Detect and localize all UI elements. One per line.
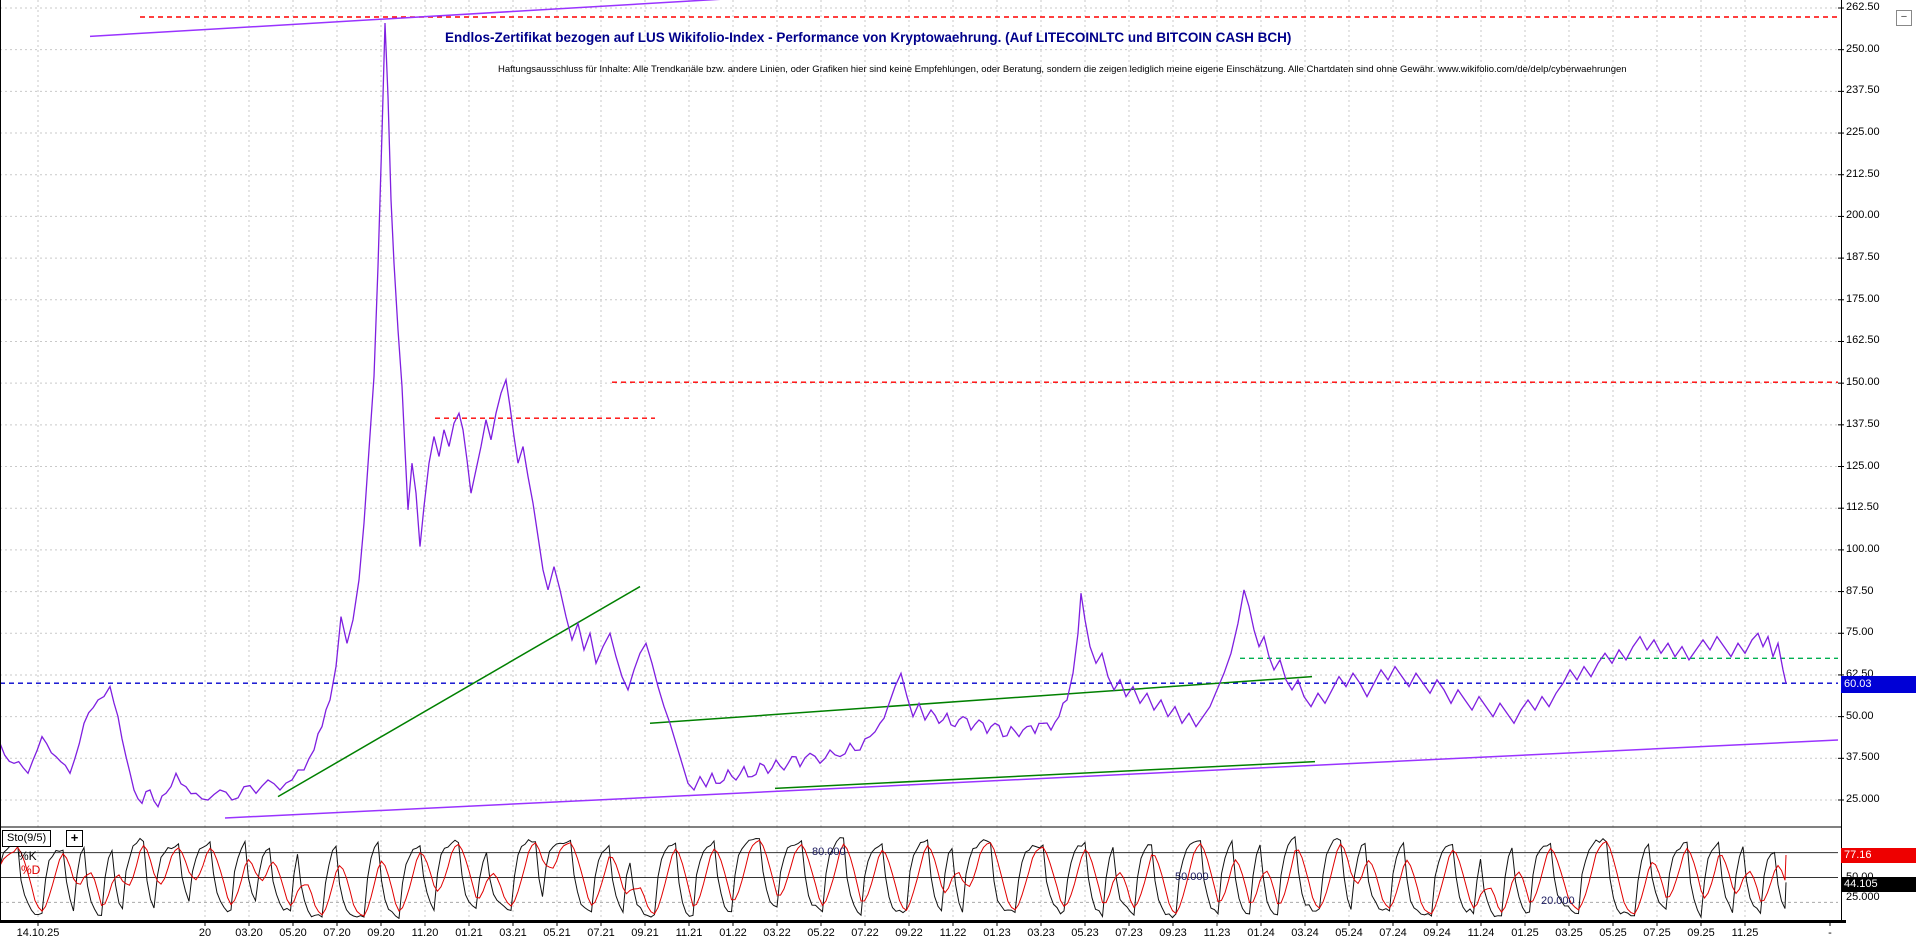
y-axis-label: 262.50 [1846,1,1880,13]
collapse-icon[interactable]: − [1896,10,1912,26]
x-axis-label: 11.25 [1731,927,1759,939]
y-axis-label: 50.00 [1846,709,1874,722]
x-axis-label: 01.25 [1511,927,1539,939]
y-axis-label: 37.500 [1846,751,1880,764]
y-axis-label: 212.50 [1846,167,1880,180]
x-axis-label: 07.23 [1115,927,1143,939]
x-axis-label: 01.22 [719,927,747,939]
x-axis-label: 03.25 [1555,927,1583,939]
stoch-d-value-badge: 77.16 [1841,848,1916,863]
x-axis-label: 11.22 [939,927,967,939]
indicator-name-button[interactable]: Sto(9/5) [2,830,52,847]
x-axis-label: 05.20 [279,927,307,939]
x-axis-label: 09.21 [631,927,659,939]
x-axis-label: 05.23 [1071,927,1099,939]
y-axis-label: 237.50 [1846,84,1880,97]
x-axis-label: 11.23 [1203,927,1231,939]
x-axis-label: 05.24 [1335,927,1363,939]
x-axis-label: 03.22 [763,927,791,939]
x-axis-label: 01.24 [1247,927,1275,939]
y-axis-label: 125.00 [1846,459,1880,472]
stoch-d-label: %D [21,863,41,877]
x-axis-label: 09.24 [1423,927,1451,939]
x-axis-label: 07.21 [587,927,615,939]
y-axis-label: 100.00 [1846,542,1880,555]
stoch-k-label: %K [18,849,37,863]
stoch-level-label: 50.000 [1175,870,1209,883]
x-axis-label: 05.25 [1599,927,1627,939]
y-axis-label: 187.50 [1846,251,1880,264]
x-axis-label: 07.24 [1379,927,1407,939]
x-axis-label: 03.24 [1291,927,1319,939]
stoch-level-label: 20.000 [1541,895,1575,908]
y-axis-label: 87.50 [1846,584,1874,597]
chart-title: Endlos-Zertifikat bezogen auf LUS Wikifo… [445,30,1292,45]
x-axis-label: 07.25 [1643,927,1671,939]
x-axis-label: 11.20 [411,927,439,939]
x-axis-label: 01.23 [983,927,1011,939]
y-axis-label: 150.00 [1846,376,1880,389]
y-axis-label: 175.00 [1846,292,1880,305]
x-axis-label: 09.20 [367,927,395,939]
y-axis-label: 225.00 [1846,126,1880,139]
y-axis-label: 25.000 [1846,792,1880,805]
x-axis-label: 03.21 [499,927,527,939]
y-axis-label: 137.50 [1846,417,1880,430]
x-axis-label: 20 [198,927,212,939]
x-axis-label: 07.22 [851,927,879,939]
y-axis-label: 75.00 [1846,626,1874,639]
x-axis-label: 01.21 [455,927,483,939]
y-axis-label: 250.00 [1846,42,1880,55]
x-axis-label: 09.23 [1159,927,1187,939]
y-axis-label: 200.00 [1846,209,1880,222]
stoch-k-value-badge: 44.105 [1841,877,1916,892]
x-axis-label: 11.21 [675,927,703,939]
x-axis-label: 09.22 [895,927,923,939]
x-axis-label: 03.20 [235,927,263,939]
stoch-level-label: 80.000 [812,845,846,858]
y-axis-label: 112.50 [1846,501,1879,514]
chart-disclaimer: Haftungsausschluss für Inhalte: Alle Tre… [498,64,1627,75]
x-axis-label: 14.10.25 [16,927,60,939]
x-axis-label: 07.20 [323,927,351,939]
last-price-badge: 60.03 [1841,676,1916,693]
x-axis-label: 09.25 [1687,927,1715,939]
x-axis-label: 03.23 [1027,927,1055,939]
x-axis-label: 05.22 [807,927,835,939]
stoch-axis-label: 25.000 [1846,891,1880,904]
x-axis-label: 11.24 [1467,927,1495,939]
y-axis-label: 162.50 [1846,334,1880,347]
x-axis-label: - [1828,927,1832,939]
x-axis-label: 05.21 [543,927,571,939]
indicator-add-button[interactable]: + [66,830,83,847]
